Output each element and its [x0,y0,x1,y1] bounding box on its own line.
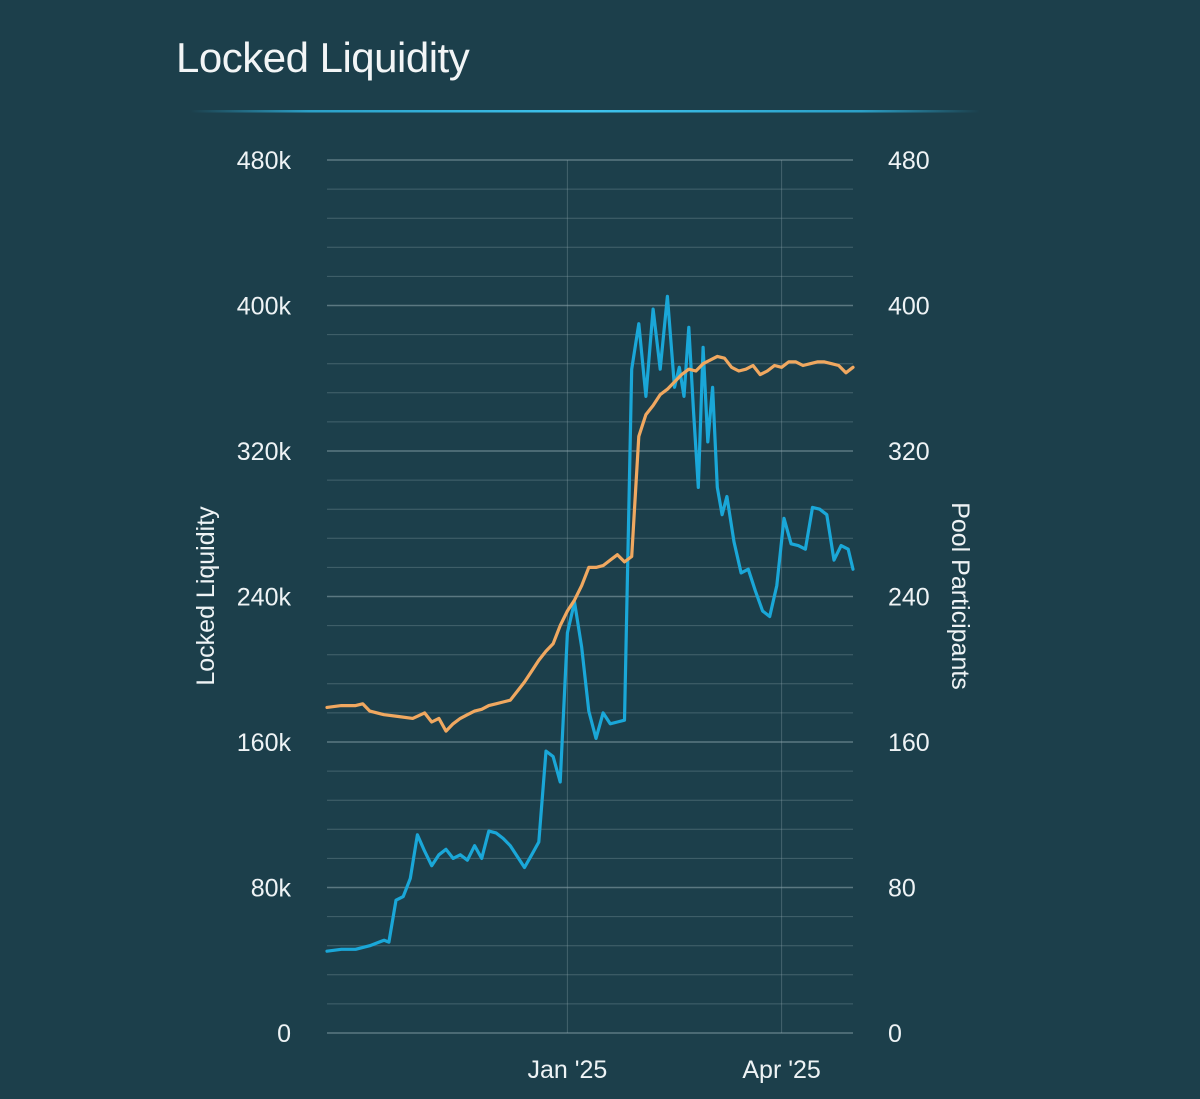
y-axis-ticks: 0 80k 160k 240k 320k 400k 480k [237,147,292,1048]
series-line-locked-liquidity [325,294,855,953]
x-tick-label: Apr '25 [742,1056,820,1084]
y-tick-label: 240k [237,584,292,612]
series-lines [325,294,855,953]
y2-axis-ticks: 0 80 160 240 320 400 480 [888,147,930,1048]
y2-axis-title: Pool Participants [946,502,974,690]
y-axis-title: Locked Liquidity [192,506,220,686]
series-line-pool-participants [325,354,855,733]
y-tick-label: 480k [237,147,292,175]
x-tick-label: Jan '25 [527,1056,607,1084]
y-tick-label: 0 [277,1020,291,1048]
y-tick-label: 160k [237,729,292,757]
y2-tick-label: 80 [888,875,916,903]
y2-tick-label: 400 [888,293,930,321]
chart-title: Locked Liquidity [176,34,470,81]
x-axis-ticks: Jan '25 Apr '25 [527,1056,820,1084]
y-tick-label: 320k [237,438,292,466]
x-grid-lines [566,160,783,1033]
grid-lines [327,159,853,1034]
y-tick-label: 400k [237,293,292,321]
y2-tick-label: 0 [888,1020,902,1048]
y2-tick-label: 240 [888,584,930,612]
y2-tick-label: 160 [888,729,930,757]
y-tick-label: 80k [251,875,292,903]
y2-tick-label: 480 [888,147,930,175]
title-underline [190,110,980,113]
y2-tick-label: 320 [888,438,930,466]
